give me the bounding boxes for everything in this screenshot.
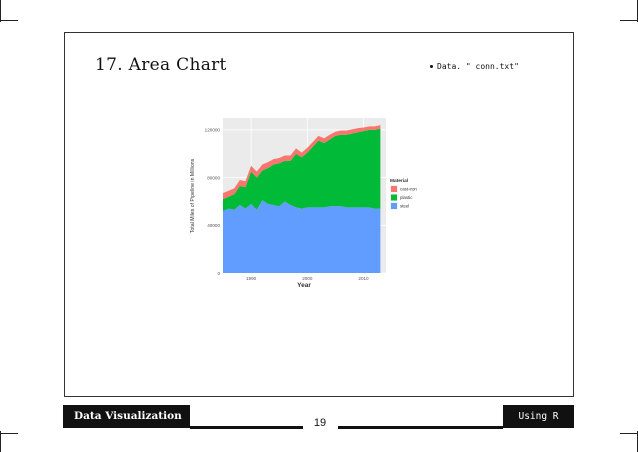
crop-mark-bottom-right-h bbox=[620, 433, 638, 434]
crop-mark-top-right-h bbox=[620, 20, 638, 21]
crop-mark-top-left-v bbox=[0, 0, 1, 22]
legend-swatch-cast-iron bbox=[391, 186, 397, 192]
crop-mark-bottom-left-v bbox=[0, 431, 1, 452]
y-tick-label: 120000 bbox=[205, 128, 221, 133]
area-series-steel bbox=[223, 200, 381, 273]
x-tick-label: 1990 bbox=[246, 276, 257, 281]
legend-swatch-steel bbox=[391, 203, 397, 209]
footer-rule-right bbox=[338, 426, 503, 429]
legend-label-plastic: plastic bbox=[400, 195, 413, 200]
y-tick-label: 0 bbox=[217, 271, 220, 276]
legend-label-cast-iron: cast-iron bbox=[400, 187, 417, 192]
bullet-dot-icon bbox=[430, 65, 433, 68]
area-series-plastic bbox=[223, 128, 381, 211]
legend-swatch-plastic bbox=[391, 194, 397, 201]
x-tick-label: 2010 bbox=[358, 276, 369, 281]
footer-tool-label: Using R bbox=[503, 405, 574, 428]
crop-mark-top-left-h bbox=[0, 20, 18, 21]
slide-title: 17. Area Chart bbox=[95, 55, 227, 75]
legend-label-steel: steel bbox=[400, 204, 409, 209]
y-tick-label: 40000 bbox=[207, 223, 220, 228]
footer-course-title: Data Visualization bbox=[63, 405, 190, 428]
legend-title: Material bbox=[390, 178, 408, 184]
page-number: 19 bbox=[313, 417, 327, 429]
y-tick-label: 80000 bbox=[207, 175, 220, 180]
area-chart: 0 40000 80000 120000 1990 2000 2010 Total Mil… bbox=[183, 110, 438, 292]
data-source-text: Data. " conn.txt" bbox=[437, 62, 519, 71]
crop-mark-bottom-left-h bbox=[0, 433, 18, 434]
x-axis-title: Year bbox=[297, 282, 311, 289]
footer-rule-left bbox=[190, 426, 303, 429]
data-source-bullet: Data. " conn.txt" bbox=[430, 62, 519, 71]
x-tick-label: 2000 bbox=[302, 276, 313, 281]
area-chart-svg: 0 40000 80000 120000 1990 2000 2010 Total Mil… bbox=[190, 118, 417, 289]
y-axis-title: Total Miles of Pipeline in Millions bbox=[190, 158, 196, 233]
